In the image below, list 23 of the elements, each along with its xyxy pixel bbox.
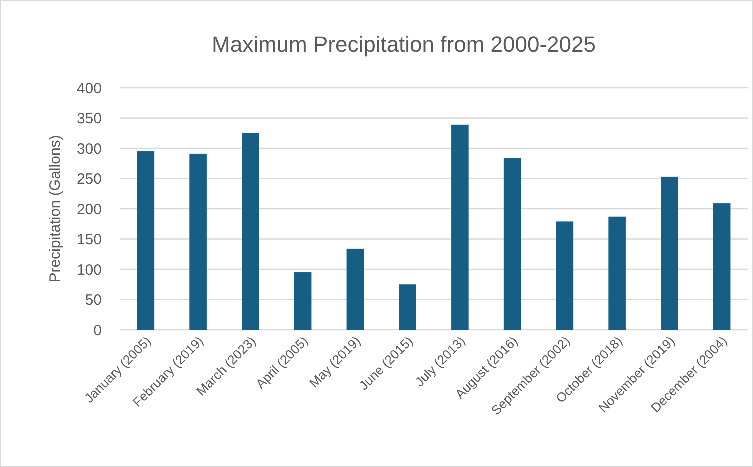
y-tick-label: 150 bbox=[76, 232, 102, 248]
chart-title: Maximum Precipitation from 2000-2025 bbox=[212, 32, 596, 57]
y-tick-label: 100 bbox=[76, 262, 102, 279]
y-tick-label: 0 bbox=[94, 322, 102, 340]
bar bbox=[452, 124, 469, 330]
bar bbox=[713, 204, 731, 330]
bar bbox=[556, 222, 574, 330]
bar bbox=[504, 158, 522, 330]
y-tick-label: 200 bbox=[76, 201, 102, 218]
bar bbox=[661, 176, 678, 330]
bar bbox=[608, 216, 626, 330]
bar bbox=[137, 152, 155, 330]
y-tick-label: 50 bbox=[85, 292, 102, 309]
bar bbox=[294, 272, 312, 330]
bar bbox=[346, 248, 364, 330]
bar bbox=[190, 154, 207, 330]
bar bbox=[242, 133, 260, 330]
bar bbox=[399, 284, 416, 330]
y-axis-title: Precipitation (Gallons) bbox=[47, 135, 64, 283]
y-tick-label: 350 bbox=[76, 110, 102, 128]
y-tick-label: 300 bbox=[76, 140, 102, 158]
y-tick-label: 250 bbox=[76, 171, 102, 188]
y-tick-label: 400 bbox=[76, 80, 102, 98]
